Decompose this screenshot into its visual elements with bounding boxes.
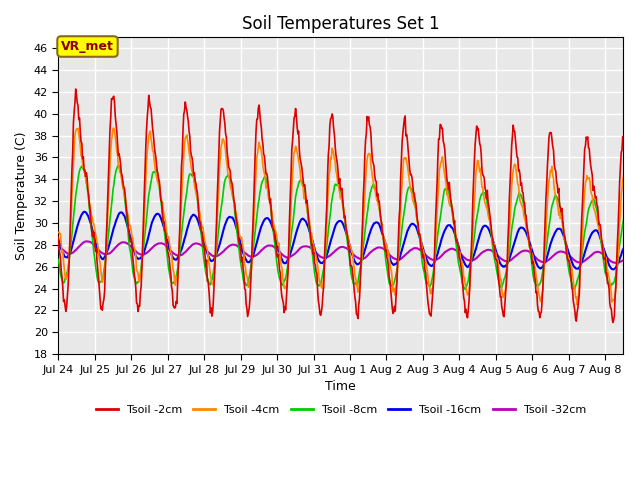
Tsoil -32cm [83, 239, 90, 244]
Tsoil -4cm [54, 229, 62, 235]
Tsoil -2cm [57, 256, 65, 262]
Tsoil -16cm [317, 260, 325, 266]
Tsoil -8cm [54, 257, 62, 263]
Tsoil -8cm [461, 287, 469, 292]
Tsoil -4cm [57, 231, 65, 237]
Tsoil -32cm [461, 255, 468, 261]
Tsoil -2cm [461, 298, 468, 304]
Tsoil -16cm [461, 260, 468, 266]
Tsoil -32cm [317, 254, 325, 260]
Tsoil -4cm [461, 275, 468, 281]
Tsoil -16cm [54, 237, 62, 242]
Tsoil -32cm [54, 243, 62, 249]
Y-axis label: Soil Temperature (C): Soil Temperature (C) [15, 132, 28, 260]
Tsoil -4cm [134, 271, 142, 276]
Line: Tsoil -32cm: Tsoil -32cm [58, 241, 623, 263]
Tsoil -16cm [620, 246, 627, 252]
Tsoil -2cm [72, 86, 79, 92]
Tsoil -8cm [296, 178, 304, 183]
Tsoil -16cm [134, 256, 142, 262]
Tsoil -32cm [296, 245, 304, 251]
Tsoil -16cm [610, 266, 618, 272]
Line: Tsoil -4cm: Tsoil -4cm [58, 128, 623, 305]
Tsoil -4cm [474, 157, 482, 163]
Line: Tsoil -16cm: Tsoil -16cm [58, 212, 623, 269]
Tsoil -8cm [115, 162, 122, 168]
Tsoil -4cm [317, 284, 325, 290]
Tsoil -8cm [317, 277, 325, 283]
Tsoil -32cm [474, 253, 482, 259]
Tsoil -2cm [54, 234, 62, 240]
Tsoil -8cm [475, 202, 483, 208]
Title: Soil Temperatures Set 1: Soil Temperatures Set 1 [242, 15, 440, 33]
Tsoil -4cm [110, 125, 118, 131]
X-axis label: Time: Time [326, 380, 356, 393]
Tsoil -4cm [620, 174, 627, 180]
Tsoil -8cm [134, 280, 142, 286]
Tsoil -32cm [620, 258, 627, 264]
Tsoil -2cm [317, 309, 325, 314]
Text: VR_met: VR_met [61, 40, 114, 53]
Tsoil -2cm [296, 156, 304, 162]
Legend: Tsoil -2cm, Tsoil -4cm, Tsoil -8cm, Tsoil -16cm, Tsoil -32cm: Tsoil -2cm, Tsoil -4cm, Tsoil -8cm, Tsoi… [92, 401, 590, 420]
Tsoil -32cm [134, 251, 142, 256]
Tsoil -8cm [57, 272, 65, 277]
Tsoil -4cm [296, 168, 304, 173]
Line: Tsoil -2cm: Tsoil -2cm [58, 89, 623, 323]
Tsoil -2cm [609, 320, 617, 325]
Tsoil -16cm [296, 218, 304, 224]
Tsoil -16cm [57, 243, 65, 249]
Tsoil -8cm [461, 285, 468, 291]
Tsoil -2cm [620, 139, 627, 144]
Tsoil -2cm [474, 125, 482, 131]
Tsoil -4cm [573, 302, 581, 308]
Tsoil -16cm [80, 209, 88, 215]
Line: Tsoil -8cm: Tsoil -8cm [58, 165, 623, 289]
Tsoil -16cm [474, 238, 482, 243]
Tsoil -2cm [134, 309, 142, 314]
Tsoil -32cm [611, 260, 619, 266]
Tsoil -8cm [620, 217, 627, 223]
Tsoil -32cm [57, 245, 65, 251]
